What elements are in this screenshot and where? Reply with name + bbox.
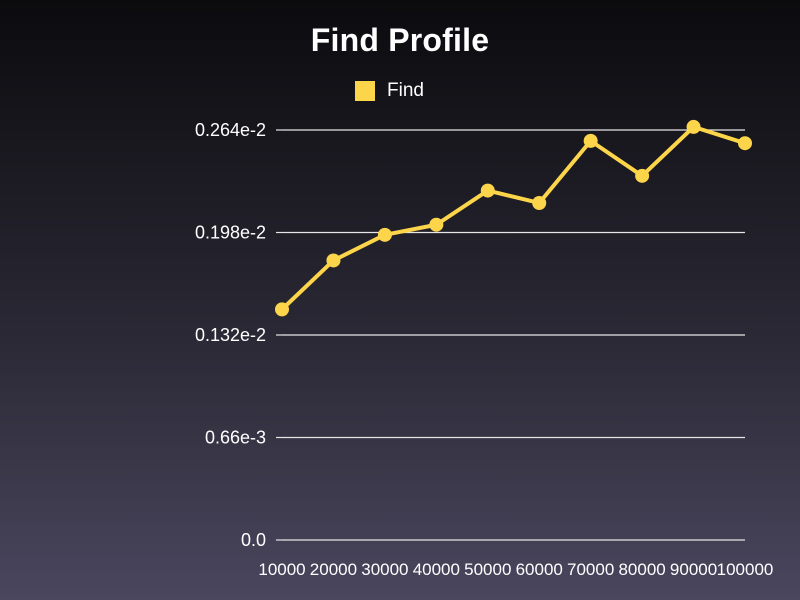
x-tick-label: 80000: [618, 560, 665, 579]
legend-swatch-find: [355, 81, 375, 101]
y-tick-label: 0.0: [241, 530, 266, 550]
x-tick-label: 10000: [258, 560, 305, 579]
x-tick-label: 90000: [670, 560, 717, 579]
x-tick-label: 60000: [516, 560, 563, 579]
x-tick-label: 40000: [413, 560, 460, 579]
x-tick-label: 50000: [464, 560, 511, 579]
x-tick-label: 70000: [567, 560, 614, 579]
data-point: [480, 183, 495, 198]
data-point: [583, 133, 598, 148]
y-tick-label: 0.198e-2: [195, 223, 266, 243]
data-point: [532, 195, 547, 210]
x-tick-label: 20000: [310, 560, 357, 579]
x-tick-label: 100000: [717, 560, 774, 579]
y-tick-label: 0.264e-2: [195, 120, 266, 140]
data-point: [738, 136, 752, 151]
data-point: [686, 119, 701, 134]
data-point: [275, 302, 289, 317]
data-point: [377, 227, 392, 242]
data-point: [326, 253, 341, 268]
chart-title: Find Profile: [310, 22, 490, 58]
x-tick-label: 30000: [361, 560, 408, 579]
legend-label-find: Find: [387, 80, 424, 101]
y-tick-label: 0.66e-3: [205, 428, 266, 448]
data-point: [635, 168, 650, 183]
legend: Find: [355, 80, 424, 102]
y-tick-label: 0.132e-2: [195, 325, 266, 345]
data-point: [429, 217, 444, 232]
series-line-find: [280, 124, 746, 311]
